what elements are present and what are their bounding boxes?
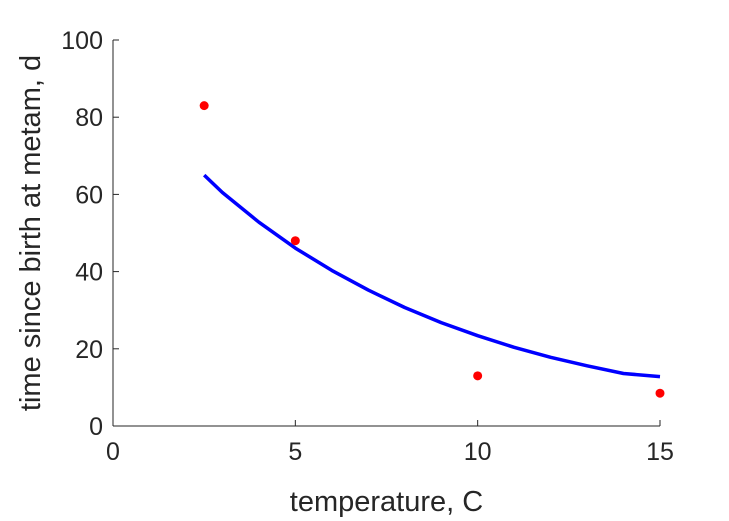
y-ticks: 0 20 40 60 80 100 (61, 27, 119, 441)
fit-curve (202, 173, 661, 379)
x-tick-label: 15 (646, 438, 674, 466)
y-tick-label: 100 (61, 27, 103, 55)
y-tick-label: 0 (89, 413, 103, 441)
x-tick-label: 5 (288, 438, 302, 466)
data-point (655, 388, 665, 398)
y-tick-label: 20 (75, 336, 103, 364)
y-tick-label: 60 (75, 181, 103, 209)
data-point (473, 371, 483, 381)
axes (112, 40, 660, 427)
x-tick-label: 10 (464, 438, 492, 466)
plot-area (199, 101, 665, 398)
y-tick-label: 40 (75, 259, 103, 287)
y-tick-label: 80 (75, 104, 103, 132)
x-tick-label: 0 (106, 438, 120, 466)
data-point (290, 236, 300, 246)
y-axis-label: time since birth at metam, d (15, 55, 47, 411)
x-ticks: 0 5 10 15 (106, 420, 674, 466)
data-point (199, 101, 209, 111)
x-axis-label: temperature, C (290, 486, 483, 518)
